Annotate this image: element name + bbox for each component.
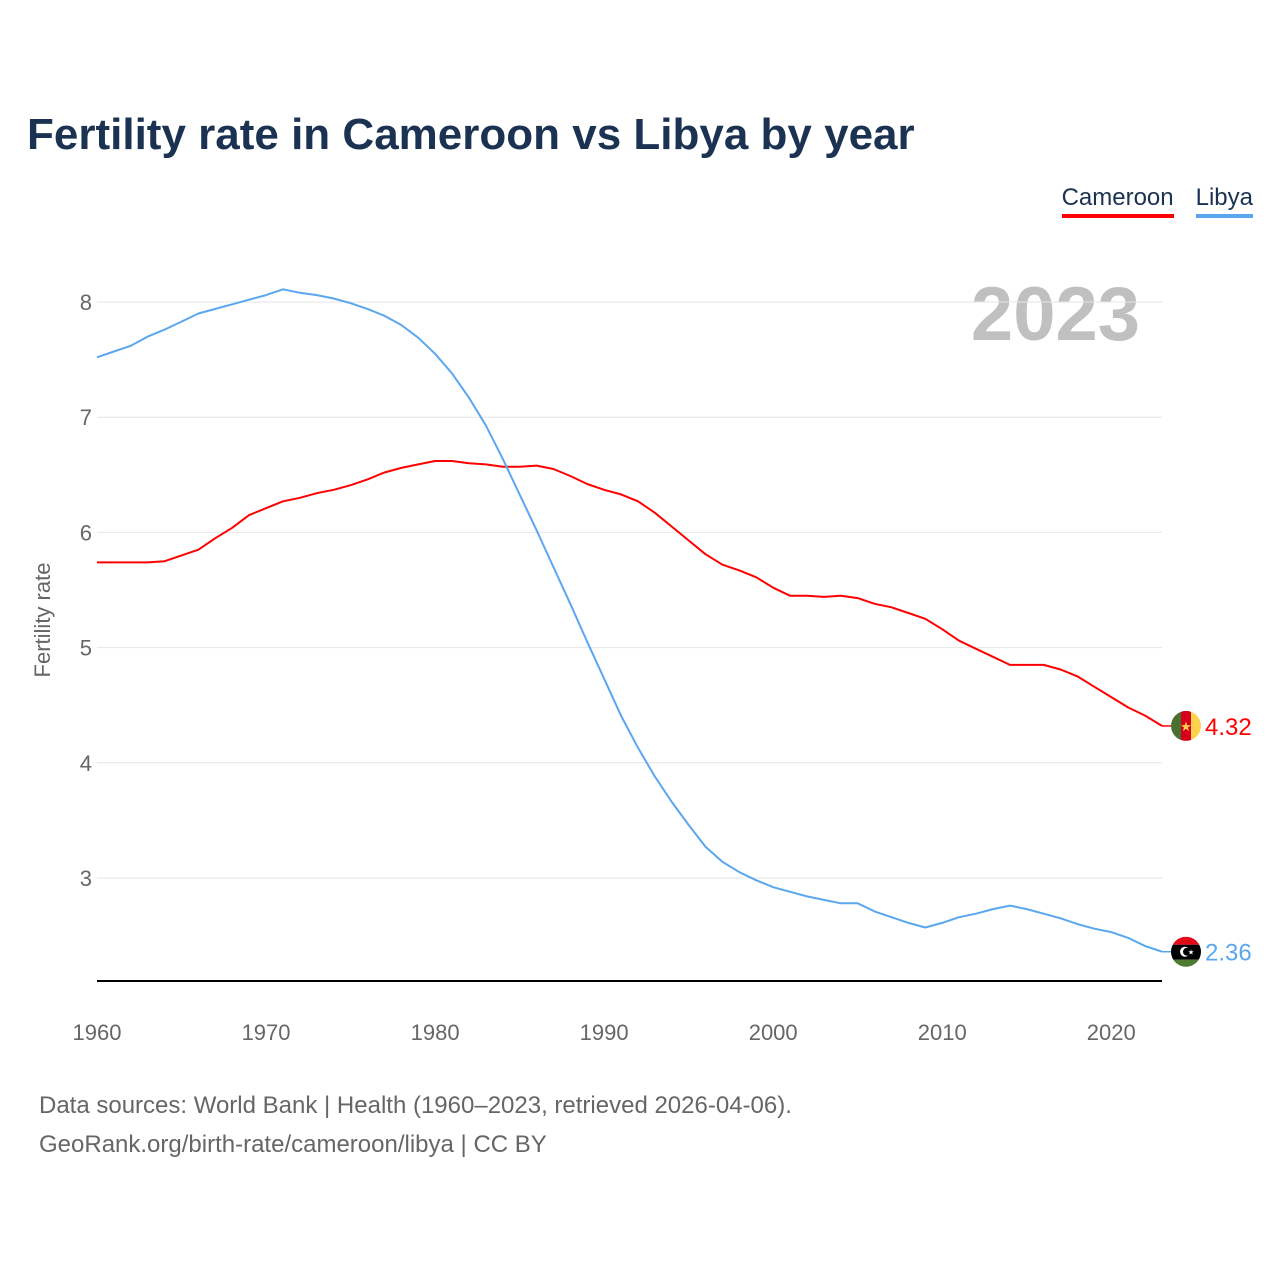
svg-text:★: ★ [1188,949,1194,957]
x-tick-label: 2010 [918,1020,967,1045]
y-tick-label: 4 [80,751,92,776]
series-line-libya [96,288,1163,953]
year-watermark: 2023 [971,272,1140,357]
x-tick-label: 1980 [411,1020,460,1045]
y-tick-label: 6 [80,520,92,545]
x-tick-label: 1970 [242,1020,291,1045]
y-tick-label: 5 [80,636,92,661]
x-tick-label: 1960 [73,1020,122,1045]
svg-text:★: ★ [1180,719,1192,734]
y-axis-label: Fertility rate [30,563,55,678]
cameroon-flag-icon: ★ [1171,710,1201,741]
chart-title: Fertility rate in Cameroon vs Libya by y… [27,110,915,159]
source-note: Data sources: World Bank | Health (1960–… [39,1086,792,1164]
y-tick-label: 7 [80,405,92,430]
legend-item-cameroon[interactable]: Cameroon [1061,184,1174,218]
source-line-2[interactable]: GeoRank.org/birth-rate/cameroon/libya | … [39,1131,547,1158]
series-line-cameroon [97,460,1163,727]
source-line-1: Data sources: World Bank | Health (1960–… [39,1092,792,1119]
end-value-label-libya: 2.36 [1205,940,1252,967]
y-tick-label: 8 [80,290,92,315]
x-tick-label: 2000 [749,1020,798,1045]
legend-item-libya[interactable]: Libya [1195,184,1253,218]
end-value-label-cameroon: 4.32 [1205,714,1252,741]
legend: Cameroon Libya [1061,184,1253,218]
x-tick-label: 1990 [580,1020,629,1045]
x-tick-label: 2020 [1087,1020,1136,1045]
libya-flag-icon: ★ [1171,936,1201,967]
y-tick-label: 3 [80,866,92,891]
